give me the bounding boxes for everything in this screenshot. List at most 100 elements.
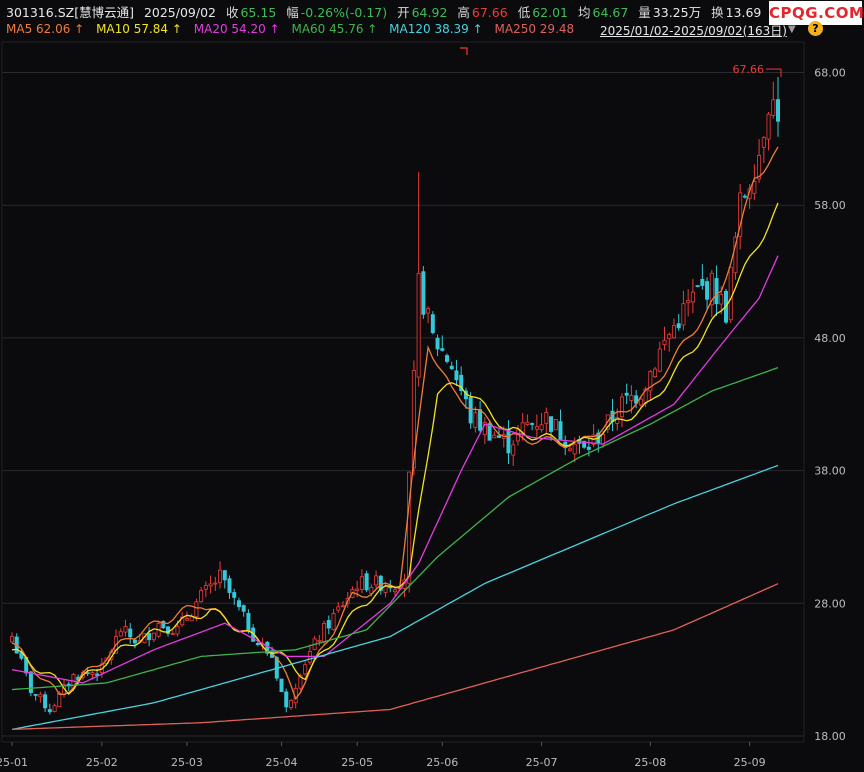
candle-body bbox=[714, 278, 719, 305]
candlestick-chart[interactable]: 68.00 58.00 48.00 38.00 28.00 18.00 25-01 25-02… bbox=[0, 40, 864, 772]
ma120-line bbox=[11, 464, 779, 731]
x-tick-label: 25-06 bbox=[426, 756, 458, 769]
x-tick-label: 25-09 bbox=[734, 756, 766, 769]
ma-legend: MA5 62.06 ↑ MA10 57.84 ↑ MA20 54.20 ↑ MA… bbox=[6, 22, 582, 40]
avg-value: 64.67 bbox=[592, 5, 629, 20]
ma5-legend: MA5 62.06 ↑ bbox=[6, 22, 85, 36]
candle-body bbox=[686, 300, 691, 304]
candle-body bbox=[539, 424, 544, 430]
candle-body bbox=[421, 271, 426, 315]
candle-body bbox=[364, 573, 369, 591]
candle-body bbox=[369, 587, 374, 594]
ma60-line bbox=[11, 366, 779, 691]
candle-body bbox=[317, 639, 322, 642]
candle-body bbox=[728, 266, 733, 321]
stock-symbol[interactable]: 301316.SZ[慧博云通] bbox=[6, 5, 134, 20]
candle-body bbox=[33, 693, 38, 696]
avg-label: 均 bbox=[577, 5, 591, 20]
date-range-selector[interactable]: 2025/01/02-2025/09/02(163日) bbox=[600, 24, 787, 38]
candle-body bbox=[506, 429, 511, 454]
candle-body bbox=[426, 308, 431, 314]
candle-body bbox=[340, 605, 345, 608]
candle-body bbox=[128, 628, 133, 638]
y-tick-label: 28.00 bbox=[814, 597, 846, 610]
candle-body bbox=[572, 443, 577, 455]
candle-body bbox=[236, 600, 241, 608]
x-tick-label: 25-01 bbox=[0, 756, 28, 769]
candle-body bbox=[776, 99, 781, 122]
candle-body bbox=[392, 589, 397, 593]
candle-body bbox=[440, 348, 445, 351]
candle-body bbox=[184, 618, 189, 621]
open-label: 开 bbox=[397, 5, 410, 20]
turnover-value: 13.69 bbox=[725, 5, 762, 20]
candle-body bbox=[246, 612, 251, 632]
candle-body bbox=[511, 444, 516, 456]
y-tick-label: 68.00 bbox=[814, 67, 846, 80]
candle-body bbox=[241, 605, 246, 612]
candle-body bbox=[445, 355, 450, 362]
candle-body bbox=[28, 671, 33, 693]
x-tick-label: 25-08 bbox=[634, 756, 666, 769]
candle-body bbox=[232, 592, 237, 598]
candle-body bbox=[586, 446, 591, 450]
candle-body bbox=[492, 434, 497, 439]
candle-body bbox=[761, 137, 766, 148]
candle-body bbox=[747, 188, 752, 199]
y-tick-label: 58.00 bbox=[814, 199, 846, 212]
candle-body bbox=[738, 192, 743, 237]
y-tick-label: 18.00 bbox=[814, 730, 846, 743]
candle-body bbox=[208, 583, 213, 587]
candle-body bbox=[525, 421, 530, 425]
candle-body bbox=[52, 705, 57, 712]
candle-body bbox=[648, 370, 653, 392]
candle-body bbox=[303, 664, 308, 675]
quote-date: 2025/09/02 bbox=[143, 5, 216, 20]
candle-body bbox=[416, 273, 421, 378]
candle-body bbox=[582, 440, 587, 448]
candle-body bbox=[161, 620, 166, 629]
ma20-legend: MA20 54.20 ↑ bbox=[193, 22, 280, 36]
high-label: 高 bbox=[457, 5, 470, 20]
candle-body bbox=[449, 365, 454, 370]
candle-body bbox=[705, 281, 710, 300]
candle-body bbox=[487, 423, 492, 441]
candle-body bbox=[619, 396, 624, 418]
candle-body bbox=[255, 643, 260, 645]
candle-body bbox=[544, 412, 549, 424]
candle-body bbox=[47, 709, 52, 713]
candle-body bbox=[57, 692, 62, 707]
candle-body bbox=[326, 620, 331, 629]
y-tick-label: 48.00 bbox=[814, 332, 846, 345]
candle-body bbox=[227, 578, 232, 593]
candle-body bbox=[218, 569, 223, 584]
candle-body bbox=[681, 303, 686, 326]
candle-body bbox=[430, 314, 435, 334]
candle-body bbox=[336, 606, 341, 611]
ma250-line bbox=[11, 583, 779, 731]
candle-body bbox=[435, 337, 440, 350]
candle-body bbox=[411, 370, 416, 469]
candle-body bbox=[742, 195, 747, 198]
help-icon[interactable]: ? bbox=[808, 21, 823, 36]
chevron-down-icon[interactable]: ▼ bbox=[788, 24, 796, 35]
x-tick-label: 25-02 bbox=[86, 756, 118, 769]
candle-body bbox=[374, 575, 379, 586]
ma10-line bbox=[11, 202, 779, 696]
candle-body bbox=[118, 631, 123, 637]
candle-body bbox=[520, 422, 525, 434]
candle-body bbox=[709, 272, 714, 306]
candle-body bbox=[359, 576, 364, 590]
candle-body bbox=[199, 590, 204, 603]
candle-body bbox=[690, 291, 695, 303]
candle-body bbox=[676, 323, 681, 329]
candle-body bbox=[459, 374, 464, 392]
candle-body bbox=[615, 417, 620, 424]
candle-body bbox=[757, 154, 762, 180]
close-value: 65.15 bbox=[240, 5, 277, 20]
candle-body bbox=[9, 636, 14, 643]
x-tick-label: 25-07 bbox=[526, 756, 558, 769]
candle-body bbox=[147, 633, 152, 641]
x-tick-label: 25-05 bbox=[341, 756, 373, 769]
